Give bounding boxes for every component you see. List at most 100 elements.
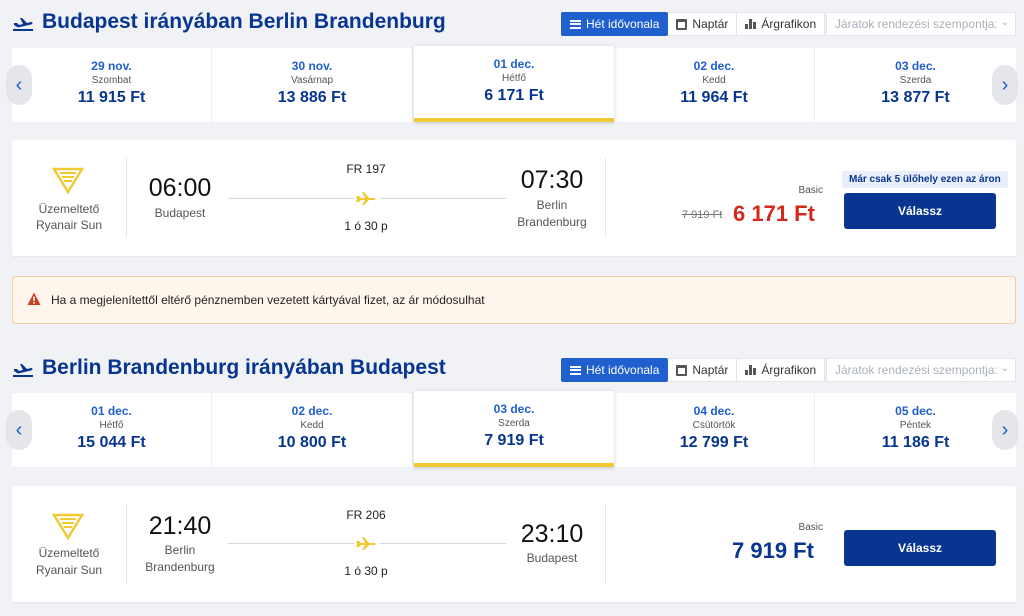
fare-type: Basic [798, 185, 823, 196]
divider [605, 158, 606, 238]
date-label: 05 dec. [895, 404, 936, 418]
prev-dates-button[interactable]: ‹ [6, 65, 32, 105]
date-price: 13 886 Ft [277, 89, 347, 106]
price-chart-button[interactable]: Árgrafikon [737, 358, 826, 382]
plane-departure-icon [13, 364, 33, 377]
arrival-place: Budapest [526, 551, 578, 565]
date-cell[interactable]: 03 dec. Szerda 13 877 Ft [815, 48, 1016, 122]
date-cell[interactable]: 02 dec. Kedd 11 964 Ft [614, 48, 815, 122]
date-label: 03 dec. [493, 402, 535, 416]
flight-card: Üzemeltető Ryanair Sun 21:40 Berlin Bran… [12, 486, 1016, 602]
ryanair-logo-icon [52, 513, 84, 540]
select-flight-button[interactable]: Válassz [844, 530, 996, 566]
list-icon [570, 365, 581, 375]
page-title: Budapest irányában Berlin Brandenburg [42, 10, 446, 33]
flight-price: 7 919 Ft [732, 538, 814, 563]
date-cell-selected[interactable]: 03 dec. Szerda 7 919 Ft [414, 391, 614, 467]
plane-icon [356, 537, 376, 550]
date-label: 30 nov. [291, 59, 333, 73]
chevron-down-icon: ⌄ [1000, 17, 1009, 28]
section-title: Berlin Brandenburg irányában Budapest [42, 356, 446, 379]
next-dates-button[interactable]: › [992, 65, 1018, 105]
day-label: Szerda [899, 75, 932, 86]
chevron-left-icon: ‹ [15, 73, 23, 96]
view-switcher: Hét idővonala Naptár Árgrafikon [561, 358, 826, 382]
departure-time: 21:40 [148, 512, 212, 540]
sort-select[interactable]: Járatok rendezési szempontja: ⌄ [826, 358, 1016, 382]
departure-place: Berlin Brandenburg [145, 543, 215, 574]
arrival-place: Berlin Brandenburg [517, 198, 587, 229]
plane-icon [356, 192, 376, 205]
date-cell[interactable]: 05 dec. Péntek 11 186 Ft [815, 393, 1016, 467]
day-label: Hétfő [502, 73, 526, 84]
date-price: 11 915 Ft [77, 89, 146, 106]
chevron-right-icon: › [1001, 73, 1009, 96]
departure-place: Budapest [154, 206, 206, 220]
date-strip: ‹ 29 nov. Szombat 11 915 Ft 30 nov. Vasá… [6, 46, 1018, 122]
date-cell[interactable]: 02 dec. Kedd 10 800 Ft [212, 393, 413, 467]
flight-route-line [228, 198, 354, 199]
price-chart-label: Árgrafikon [761, 17, 817, 31]
day-label: Péntek [899, 420, 932, 431]
flight-route-line [380, 543, 506, 544]
divider [126, 158, 127, 238]
day-label: Kedd [300, 420, 324, 431]
date-cell[interactable]: 30 nov. Vasárnap 13 886 Ft [212, 48, 413, 122]
day-label: Hétfő [99, 420, 124, 431]
select-flight-button[interactable]: Válassz [844, 193, 996, 229]
flight-duration: 1 ó 30 p [344, 219, 388, 233]
calendar-label: Naptár [692, 363, 729, 377]
seats-left-badge: Már csak 5 ülőhely ezen az áron [842, 171, 1008, 188]
outbound-header: Budapest irányában Berlin Brandenburg Hé… [0, 8, 1024, 38]
operator-name: Ryanair Sun [35, 218, 103, 232]
next-dates-button[interactable]: › [992, 410, 1018, 450]
calendar-icon [676, 18, 688, 30]
flight-route-line [380, 198, 506, 199]
date-label: 02 dec. [291, 404, 333, 418]
date-label: 04 dec. [693, 404, 735, 418]
date-price: 13 877 Ft [881, 89, 950, 106]
chevron-left-icon: ‹ [15, 418, 23, 441]
calendar-icon [676, 364, 688, 376]
week-timeline-button[interactable]: Hét idővonala [561, 12, 669, 36]
currency-warning: Ha a megjelenítettől eltérő pénznemben v… [12, 276, 1016, 324]
warning-text: Ha a megjelenítettől eltérő pénznemben v… [51, 293, 485, 307]
date-label: 29 nov. [91, 59, 132, 73]
plane-departure-icon [13, 18, 33, 31]
date-strip: ‹ 01 dec. Hétfő 15 044 Ft 02 dec. Kedd 1… [6, 391, 1018, 467]
date-price: 11 964 Ft [680, 89, 748, 106]
view-switcher: Hét idővonala Naptár Árgrafikon [561, 12, 826, 36]
date-price: 10 800 Ft [277, 434, 347, 451]
prev-dates-button[interactable]: ‹ [6, 410, 32, 450]
operator-label: Üzemeltető [38, 202, 100, 216]
week-timeline-button[interactable]: Hét idővonala [561, 358, 669, 382]
date-label: 03 dec. [895, 59, 936, 73]
arrival-time: 07:30 [520, 166, 584, 194]
flight-number: FR 197 [346, 162, 386, 176]
arrival-time: 23:10 [520, 520, 584, 548]
warning-icon [27, 292, 41, 305]
date-cell[interactable]: 01 dec. Hétfő 15 044 Ft [12, 393, 212, 467]
inbound-header: Berlin Brandenburg irányában Budapest Hé… [0, 354, 1024, 384]
sort-placeholder: Járatok rendezési szempontja: [835, 363, 998, 377]
list-icon [570, 19, 581, 29]
sort-select[interactable]: Járatok rendezési szempontja: ⌄ [826, 12, 1016, 36]
operator-name: Ryanair Sun [35, 563, 103, 577]
flight-price: 6 171 Ft [733, 201, 815, 226]
date-price: 7 919 Ft [484, 432, 544, 449]
old-price: 7 919 Ft [682, 209, 723, 221]
day-label: Szombat [91, 75, 132, 86]
calendar-button[interactable]: Naptár [668, 12, 738, 36]
date-cell[interactable]: 29 nov. Szombat 11 915 Ft [12, 48, 212, 122]
price-chart-button[interactable]: Árgrafikon [737, 12, 826, 36]
day-label: Vasárnap [290, 75, 334, 86]
flight-duration: 1 ó 30 p [344, 564, 388, 578]
calendar-button[interactable]: Naptár [668, 358, 738, 382]
divider [605, 504, 606, 584]
chevron-down-icon: ⌄ [1000, 363, 1009, 374]
sort-placeholder: Járatok rendezési szempontja: [835, 17, 998, 31]
date-cell-selected[interactable]: 01 dec. Hétfő 6 171 Ft [414, 46, 614, 122]
date-label: 02 dec. [693, 59, 735, 73]
date-cell[interactable]: 04 dec. Csütörtök 12 799 Ft [614, 393, 815, 467]
operator-label: Üzemeltető [38, 546, 100, 560]
